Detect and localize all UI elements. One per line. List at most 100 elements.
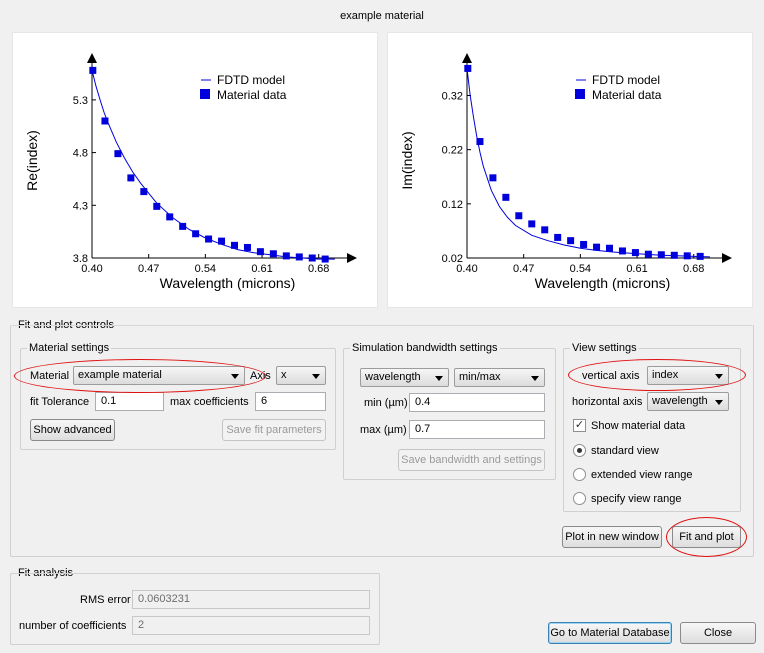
show-advanced-button[interactable]: Show advanced xyxy=(30,419,115,441)
max-wavelength-input[interactable]: 0.7 xyxy=(409,420,545,439)
data-point-marker xyxy=(696,252,704,260)
chevron-down-icon xyxy=(312,374,320,379)
plot-panel-imag: 0.40 0.47 0.54 0.61 0.68 0.02 0.12 0.22 0.32 Wave… xyxy=(387,32,753,308)
y-tick-label: 0.02 xyxy=(442,253,463,265)
horizontal-axis-select[interactable]: wavelength xyxy=(647,392,729,411)
data-point-marker xyxy=(308,254,316,262)
max-wavelength-label: max (µm) xyxy=(360,424,407,436)
y-tick-label: 0.22 xyxy=(442,145,463,157)
data-point-marker xyxy=(127,174,135,182)
y-axis-arrow-icon xyxy=(462,53,472,63)
fit-and-plot-button[interactable]: Fit and plot xyxy=(672,526,741,548)
data-point-marker xyxy=(593,243,601,251)
material-settings-title: Material settings xyxy=(27,341,112,355)
data-point-marker xyxy=(282,252,290,260)
fit-controls-group xyxy=(10,325,754,557)
data-point-marker xyxy=(489,174,497,182)
radio-specify-view[interactable] xyxy=(573,492,586,505)
min-wavelength-input[interactable]: 0.4 xyxy=(409,393,545,412)
real-index-chart: 0.40 0.47 0.54 0.61 0.68 3.8 4.3 4.8 5.3 Waveleng… xyxy=(24,53,357,291)
bandwidth-mode-select[interactable]: wavelength xyxy=(360,368,449,387)
save-fit-parameters-button[interactable]: Save fit parameters xyxy=(222,419,326,441)
x-tick-label: 0.68 xyxy=(308,263,329,275)
vertical-axis-label: vertical axis xyxy=(582,370,640,382)
x-axis-arrow-icon xyxy=(347,253,357,263)
axis-select[interactable]: x xyxy=(276,366,326,385)
fit-tolerance-input[interactable]: 0.1 xyxy=(95,392,164,411)
sim-bandwidth-group: Simulation bandwidth settings xyxy=(343,341,556,480)
x-tick-label: 0.61 xyxy=(626,263,647,275)
close-button[interactable]: Close xyxy=(680,622,756,644)
data-point-marker xyxy=(231,241,239,249)
data-point-marker xyxy=(515,212,523,220)
horizontal-axis-label: horizontal axis xyxy=(572,396,643,408)
y-tick-label: 0.32 xyxy=(442,91,463,103)
go-to-material-database-button[interactable]: Go to Material Database xyxy=(548,622,672,644)
save-bandwidth-button[interactable]: Save bandwidth and settings xyxy=(398,449,545,471)
imag-index-chart: 0.40 0.47 0.54 0.61 0.68 0.02 0.12 0.22 0.32 Wave… xyxy=(399,53,732,291)
bandwidth-range-select[interactable]: min/max xyxy=(454,368,545,387)
legend-label-material-data: Material data xyxy=(592,88,662,102)
x-tick-label: 0.47 xyxy=(513,263,534,275)
rms-error-label: RMS error xyxy=(80,594,131,606)
x-tick-label: 0.68 xyxy=(683,263,704,275)
view-settings-group: View settings xyxy=(563,341,741,512)
data-point-marker xyxy=(321,255,329,263)
y-tick-label: 4.3 xyxy=(73,200,88,212)
data-point-marker xyxy=(554,233,562,241)
data-point-marker xyxy=(464,64,472,72)
chevron-down-icon xyxy=(231,374,239,379)
radio-extended-view-label: extended view range xyxy=(591,469,693,481)
bandwidth-range-value: min/max xyxy=(459,371,501,383)
data-point-marker xyxy=(618,247,626,255)
data-point-marker xyxy=(541,226,549,234)
data-point-marker xyxy=(269,250,277,258)
chevron-down-icon xyxy=(715,374,723,379)
material-select[interactable]: example material xyxy=(73,366,245,385)
radio-standard-view-label: standard view xyxy=(591,445,659,457)
num-coefficients-label: number of coefficients xyxy=(19,620,127,632)
data-point-marker xyxy=(580,240,588,248)
plot-new-window-button[interactable]: Plot in new window xyxy=(562,526,662,548)
legend-square-icon xyxy=(575,89,585,99)
data-point-marker xyxy=(606,244,614,252)
plot-panel-real: 0.40 0.47 0.54 0.61 0.68 3.8 4.3 4.8 5.3 Waveleng… xyxy=(12,32,378,308)
series-line-fdtd-model xyxy=(466,68,710,258)
x-tick-label: 0.47 xyxy=(138,263,159,275)
y-axis-label: Im(index) xyxy=(399,131,415,189)
legend-label-fdtd-model: FDTD model xyxy=(217,73,285,87)
x-tick-label: 0.40 xyxy=(456,263,477,275)
max-coefficients-label: max coefficients xyxy=(170,396,249,408)
view-settings-title: View settings xyxy=(570,341,639,355)
x-tick-label: 0.54 xyxy=(195,263,216,275)
y-axis-arrow-icon xyxy=(87,53,97,63)
data-point-marker xyxy=(631,249,639,257)
data-point-marker xyxy=(528,220,536,228)
data-point-marker xyxy=(205,235,213,243)
max-coefficients-input[interactable]: 6 xyxy=(255,392,326,411)
legend-label-fdtd-model: FDTD model xyxy=(592,73,660,87)
legend-label-material-data: Material data xyxy=(217,88,287,102)
data-point-marker xyxy=(114,150,122,158)
y-tick-label: 4.8 xyxy=(73,148,88,160)
radio-extended-view[interactable] xyxy=(573,468,586,481)
legend-square-icon xyxy=(200,89,210,99)
material-select-value: example material xyxy=(78,369,162,381)
show-material-data-label: Show material data xyxy=(591,420,686,432)
material-settings-group: Material settings xyxy=(20,341,336,450)
axis-select-value: x xyxy=(281,369,287,381)
chevron-down-icon xyxy=(531,376,539,381)
show-material-data-checkbox[interactable]: ✓ xyxy=(573,419,586,432)
sim-bandwidth-title: Simulation bandwidth settings xyxy=(350,341,500,355)
data-point-marker xyxy=(192,230,200,238)
x-tick-label: 0.61 xyxy=(251,263,272,275)
min-wavelength-label: min (µm) xyxy=(364,397,408,409)
horizontal-axis-value: wavelength xyxy=(652,395,708,407)
data-point-marker xyxy=(567,237,575,245)
data-point-marker xyxy=(644,250,652,258)
vertical-axis-select[interactable]: index xyxy=(647,366,729,385)
data-point-marker xyxy=(166,213,174,221)
rms-error-field: 0.0603231 xyxy=(132,590,370,609)
radio-standard-view[interactable] xyxy=(573,444,586,457)
data-point-marker xyxy=(683,252,691,260)
